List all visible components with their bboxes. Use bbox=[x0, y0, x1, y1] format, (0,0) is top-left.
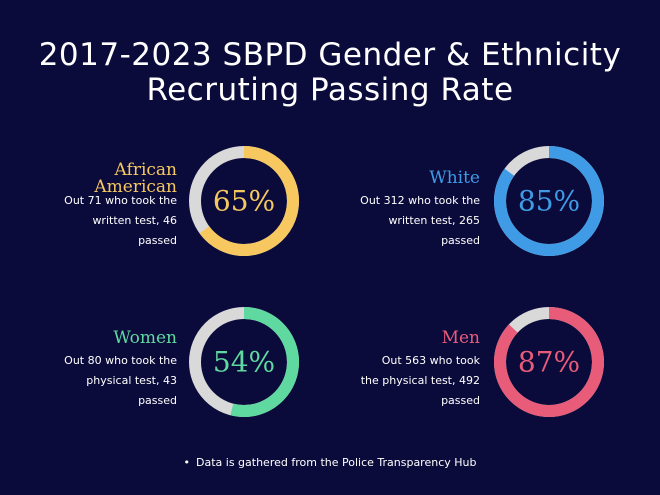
desc-men: Out 563 who took the physical test, 492 … bbox=[330, 351, 480, 411]
chart-title: 2017-2023 SBPD Gender & Ethnicity Recrut… bbox=[0, 38, 660, 108]
source-note: • Data is gathered from the Police Transp… bbox=[0, 456, 660, 469]
label-african-american-text: African American bbox=[94, 160, 177, 197]
label-african-american: African American bbox=[40, 162, 177, 196]
desc-line: the physical test, 492 bbox=[360, 374, 480, 387]
desc-line: passed bbox=[441, 394, 480, 407]
desc-african-american: Out 71 who took the written test, 46 pas… bbox=[20, 191, 177, 251]
percent-women: 54% bbox=[213, 346, 275, 379]
title-line-2: Recruting Passing Rate bbox=[146, 72, 514, 108]
label-men-text: Men bbox=[441, 328, 480, 348]
ring-african-american: 65% bbox=[189, 146, 299, 256]
desc-white: Out 312 who took the written test, 265 p… bbox=[330, 191, 480, 251]
ring-arc bbox=[199, 146, 299, 256]
desc-women: Out 80 who took the physical test, 43 pa… bbox=[27, 351, 177, 411]
source-text: Data is gathered from the Police Transpa… bbox=[196, 456, 477, 469]
desc-line: Out 312 who took the bbox=[360, 194, 480, 207]
label-women-text: Women bbox=[113, 328, 177, 348]
desc-line: Out 80 who took the bbox=[64, 354, 177, 367]
label-men: Men bbox=[360, 330, 480, 347]
bullet-icon: • bbox=[183, 456, 191, 469]
label-white-text: White bbox=[429, 168, 480, 188]
desc-line: Out 563 who took bbox=[381, 354, 480, 367]
ring-men: 87% bbox=[494, 307, 604, 417]
desc-line: Out 71 who took the bbox=[64, 194, 177, 207]
desc-line: passed bbox=[441, 234, 480, 247]
desc-line: physical test, 43 bbox=[86, 374, 177, 387]
ring-arc bbox=[230, 307, 299, 417]
desc-line: passed bbox=[138, 394, 177, 407]
ring-women: 54% bbox=[189, 307, 299, 417]
label-women: Women bbox=[57, 330, 177, 347]
title-line-1: 2017-2023 SBPD Gender & Ethnicity bbox=[38, 37, 622, 73]
percent-men: 87% bbox=[518, 346, 580, 379]
label-white: White bbox=[360, 170, 480, 187]
percent-african-american: 65% bbox=[213, 185, 275, 218]
desc-line: written test, 265 bbox=[388, 214, 480, 227]
ring-white: 85% bbox=[494, 146, 604, 256]
ring-arc bbox=[494, 146, 604, 256]
desc-line: written test, 46 bbox=[92, 214, 177, 227]
desc-line: passed bbox=[138, 234, 177, 247]
ring-arc bbox=[494, 307, 604, 417]
percent-white: 85% bbox=[518, 185, 580, 218]
